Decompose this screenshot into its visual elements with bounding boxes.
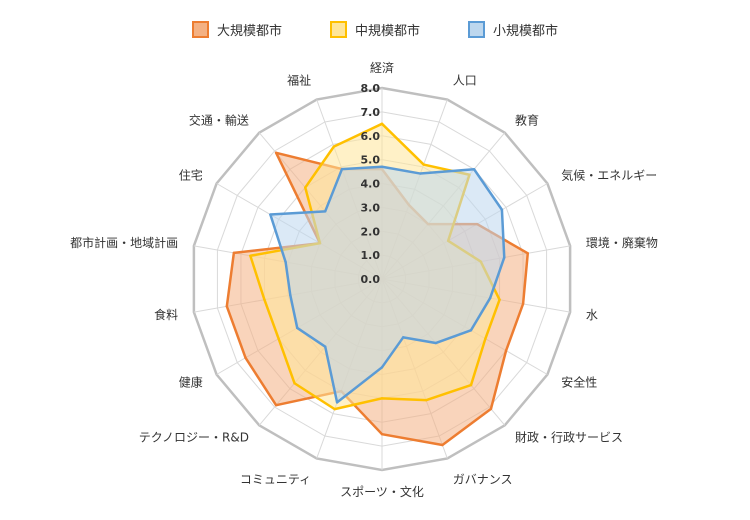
data-point (469, 329, 473, 332)
category-label: 気候・エネルギー (561, 168, 657, 183)
data-point (263, 298, 266, 301)
legend-label-medium-city: 中規模都市 (354, 24, 420, 39)
data-point (498, 298, 501, 301)
radar-series (225, 122, 530, 447)
data-point (380, 397, 384, 400)
data-point (472, 168, 476, 171)
data-point (304, 186, 307, 189)
data-point (402, 336, 405, 339)
category-label: 水 (586, 308, 598, 322)
category-label: 安全性 (561, 375, 597, 390)
data-point (274, 403, 278, 407)
data-point (324, 345, 327, 348)
tick-label: 6.0 (361, 130, 381, 143)
data-point (274, 151, 278, 155)
tick-label: 3.0 (361, 201, 381, 214)
category-label: 健康 (179, 375, 203, 390)
category-label: 福祉 (287, 72, 311, 87)
data-point (521, 302, 525, 306)
data-point (232, 251, 236, 255)
data-point (526, 252, 529, 255)
legend-swatch-small-city (468, 21, 485, 38)
data-point (380, 366, 384, 369)
data-point (380, 165, 384, 168)
category-label: 人口 (453, 73, 477, 87)
data-point (434, 341, 437, 345)
data-point (293, 382, 296, 385)
legend-item-small-city: 小規模都市 (468, 20, 558, 39)
radial-tick-labels: 0.0 1.0 2.0 3.0 4.0 5.0 6.0 7.0 8.0 (361, 82, 381, 286)
data-point (249, 254, 252, 257)
category-label: 環境・廃棄物 (586, 235, 658, 250)
legend-label-large-city: 大規模都市 (216, 24, 282, 39)
data-point (335, 401, 339, 404)
category-label: コミュニティ (240, 473, 311, 487)
legend-item-large-city: 大規模都市 (191, 20, 282, 39)
data-point (500, 208, 504, 211)
tick-label: 8.0 (361, 82, 381, 95)
category-label: 交通・輸送 (189, 112, 249, 127)
tick-label: 0.0 (361, 273, 381, 286)
data-point (469, 383, 473, 387)
data-point (244, 356, 247, 359)
data-point (225, 305, 229, 308)
category-label: テクノロジー・R&D (139, 431, 249, 445)
data-point (277, 337, 280, 340)
category-label: スポーツ・文化 (340, 484, 424, 499)
tick-label: 4.0 (361, 178, 381, 191)
data-point (504, 349, 508, 352)
category-label: 住宅 (179, 168, 203, 183)
tick-label: 7.0 (361, 106, 381, 119)
data-point (380, 122, 384, 126)
category-labels: 経済人口教育気候・エネルギー環境・廃棄物水安全性財政・行政サービスガバナンススポ… (70, 60, 658, 499)
data-point (332, 145, 336, 148)
data-point (333, 407, 336, 411)
data-point (441, 443, 444, 447)
category-label: 都市計画・地域計画 (70, 235, 178, 250)
data-point (419, 172, 422, 175)
data-point (289, 293, 292, 297)
category-label: 食料 (154, 307, 178, 322)
legend-swatch-large-city (191, 21, 209, 38)
data-point (380, 432, 384, 436)
tick-label: 2.0 (361, 225, 381, 238)
data-point (503, 256, 506, 259)
data-point (324, 210, 327, 213)
category-label: 財政・行政サービス (515, 430, 623, 445)
chart-legend: 大規模都市 中規模都市 小規模都市 (0, 20, 750, 39)
tick-label: 1.0 (361, 249, 381, 262)
category-label: ガバナンス (453, 473, 513, 487)
data-point (284, 260, 287, 264)
category-label: 経済 (370, 60, 394, 75)
data-point (488, 296, 492, 300)
data-point (296, 326, 299, 330)
tick-label: 5.0 (361, 154, 381, 167)
legend-swatch-medium-city (329, 21, 347, 38)
data-point (269, 213, 272, 216)
legend-item-medium-city: 中規模都市 (329, 20, 420, 39)
data-point (340, 167, 344, 171)
data-point (422, 163, 425, 166)
category-label: 教育 (515, 112, 539, 127)
data-point (489, 407, 493, 411)
data-point (484, 337, 487, 340)
legend-label-small-city: 小規模都市 (493, 24, 559, 39)
data-point (424, 398, 428, 402)
